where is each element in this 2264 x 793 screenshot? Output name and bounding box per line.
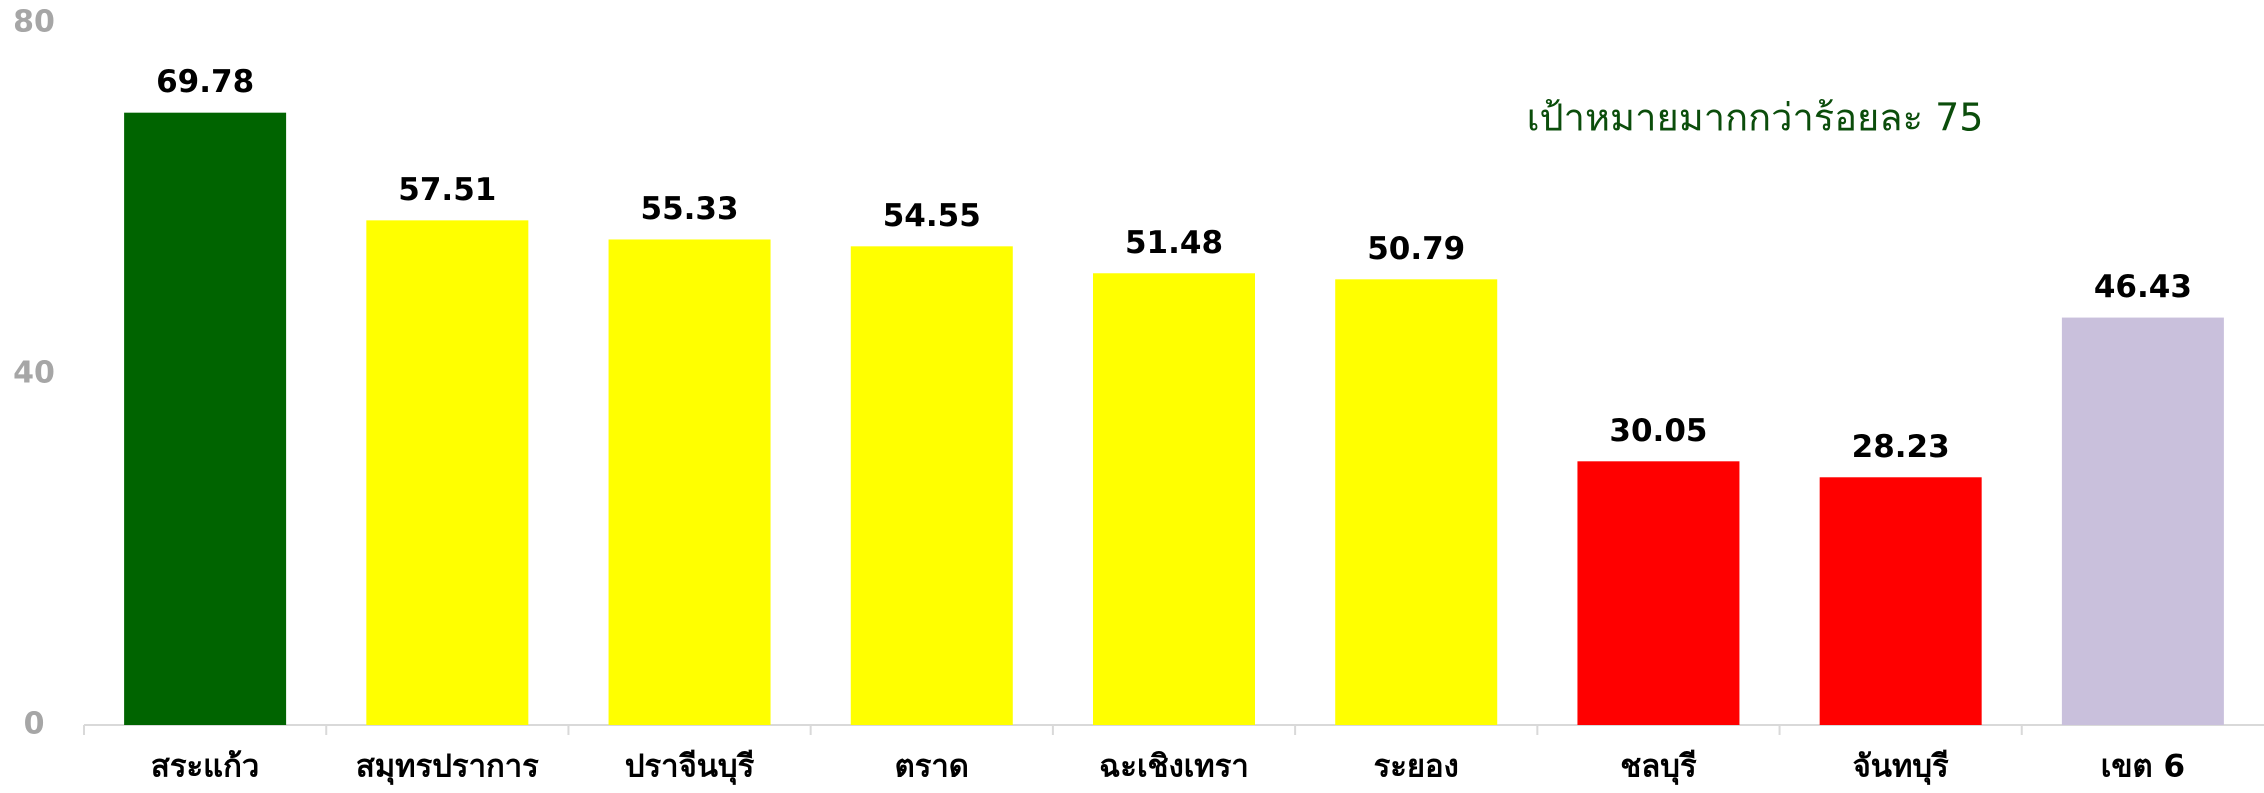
y-tick-label: 40 <box>13 356 55 391</box>
value-label: 54.55 <box>883 198 981 234</box>
bar <box>850 246 1013 726</box>
x-tick-label: ระยอง <box>1374 749 1459 785</box>
value-label: 69.78 <box>156 64 254 100</box>
bar <box>608 239 771 725</box>
annotation: เป้าหมายมากกว่าร้อยละ 75 <box>1527 96 1984 140</box>
value-label: 57.51 <box>398 172 496 208</box>
value-label: 50.79 <box>1367 231 1465 267</box>
y-tick-label: 80 <box>13 5 55 40</box>
x-tick-label: ตราด <box>895 749 969 785</box>
value-label: 46.43 <box>2094 269 2192 305</box>
x-tick-label: ปราจีนบุรี <box>625 749 755 786</box>
bar <box>366 220 529 726</box>
bar <box>1819 477 1982 725</box>
bar <box>1335 279 1498 725</box>
x-tick-label: สระแก้ว <box>151 749 259 785</box>
x-tick-label: ชลบุรี <box>1620 749 1697 786</box>
bar <box>2061 317 2224 725</box>
value-label: 30.05 <box>1609 413 1707 449</box>
bar <box>1093 273 1255 725</box>
x-tick-label: เขต 6 <box>2101 749 2185 785</box>
value-label: 28.23 <box>1852 429 1950 465</box>
bar <box>124 112 287 726</box>
value-label: 55.33 <box>641 191 739 227</box>
x-tick-label: ฉะเชิงเทรา <box>1099 749 1249 785</box>
value-label: 51.48 <box>1125 225 1223 261</box>
y-tick-label: 0 <box>24 707 45 742</box>
x-tick-label: สมุทรปราการ <box>356 749 539 786</box>
bar <box>1577 461 1740 725</box>
x-tick-label: จันทบุรี <box>1853 749 1949 786</box>
